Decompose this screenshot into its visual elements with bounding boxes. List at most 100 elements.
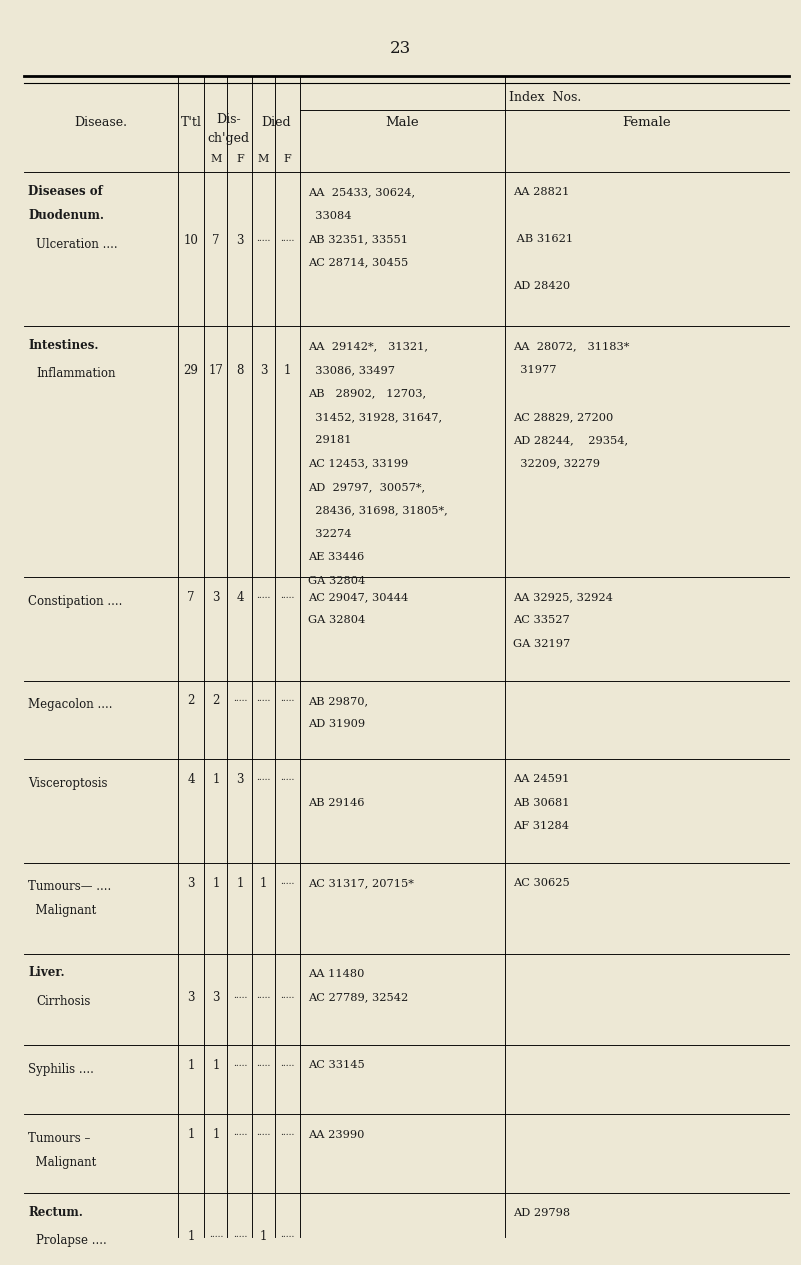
Text: Constipation ....: Constipation ....: [28, 595, 123, 607]
Text: 33086, 33497: 33086, 33497: [308, 364, 396, 374]
Text: 3: 3: [187, 877, 195, 889]
Text: 3: 3: [260, 364, 268, 377]
Text: AA 24591: AA 24591: [513, 774, 569, 784]
Text: AA 28821: AA 28821: [513, 187, 569, 197]
Text: AA  28072,   31183*: AA 28072, 31183*: [513, 342, 629, 352]
Text: Male: Male: [386, 116, 419, 129]
Text: Megacolon ....: Megacolon ....: [28, 698, 112, 711]
Text: AC 29047, 30444: AC 29047, 30444: [308, 592, 409, 602]
Text: AC 28829, 27200: AC 28829, 27200: [513, 412, 613, 421]
Text: AE 33446: AE 33446: [308, 552, 364, 562]
Text: Visceroptosis: Visceroptosis: [28, 777, 107, 789]
Text: T'tl: T'tl: [180, 116, 202, 129]
Text: 33084: 33084: [308, 210, 352, 220]
Text: ch'ged: ch'ged: [207, 132, 249, 144]
Text: .....: .....: [280, 1230, 295, 1240]
Text: AD  29797,  30057*,: AD 29797, 30057*,: [308, 482, 425, 492]
Text: 2: 2: [212, 694, 219, 707]
Text: Cirrhosis: Cirrhosis: [36, 994, 91, 1008]
Text: 32274: 32274: [308, 529, 352, 539]
Text: Ulceration ....: Ulceration ....: [36, 238, 118, 250]
Text: GA 32804: GA 32804: [308, 615, 365, 625]
Text: .....: .....: [209, 1230, 223, 1240]
Text: Diseases of: Diseases of: [28, 185, 103, 197]
Text: 1: 1: [236, 877, 244, 889]
Text: 3: 3: [187, 992, 195, 1004]
Text: AC 33527: AC 33527: [513, 615, 570, 625]
Text: M: M: [210, 154, 222, 164]
Text: Tumours –: Tumours –: [28, 1132, 91, 1145]
Text: 1: 1: [187, 1128, 195, 1141]
Text: AB 30681: AB 30681: [513, 798, 570, 807]
Text: .....: .....: [233, 992, 247, 1001]
Text: .....: .....: [233, 694, 247, 703]
Text: AA 32925, 32924: AA 32925, 32924: [513, 592, 613, 602]
Text: .....: .....: [280, 877, 295, 886]
Text: .....: .....: [280, 1059, 295, 1068]
Text: F: F: [236, 154, 244, 164]
Text: 8: 8: [236, 364, 244, 377]
Text: AB 31621: AB 31621: [513, 234, 573, 244]
Text: AD 28244,    29354,: AD 28244, 29354,: [513, 435, 628, 445]
Text: .....: .....: [280, 773, 295, 782]
Text: AF 31284: AF 31284: [513, 821, 569, 831]
Text: 4: 4: [187, 773, 195, 786]
Text: AC 27789, 32542: AC 27789, 32542: [308, 992, 409, 1002]
Text: Female: Female: [622, 116, 671, 129]
Text: 1: 1: [212, 773, 219, 786]
Text: 7: 7: [187, 591, 195, 603]
Text: 31452, 31928, 31647,: 31452, 31928, 31647,: [308, 412, 442, 421]
Text: Index  Nos.: Index Nos.: [509, 91, 581, 104]
Text: Intestines.: Intestines.: [28, 339, 99, 352]
Text: .....: .....: [280, 591, 295, 600]
Text: AD 28420: AD 28420: [513, 281, 570, 291]
Text: 28436, 31698, 31805*,: 28436, 31698, 31805*,: [308, 505, 448, 515]
Text: .....: .....: [233, 1128, 247, 1137]
Text: 17: 17: [208, 364, 223, 377]
Text: Tumours— ....: Tumours— ....: [28, 880, 111, 893]
Text: .....: .....: [280, 694, 295, 703]
Text: AC 31317, 20715*: AC 31317, 20715*: [308, 878, 414, 888]
Text: 1: 1: [187, 1230, 195, 1243]
Text: AA 11480: AA 11480: [308, 969, 364, 979]
Text: Syphilis ....: Syphilis ....: [28, 1063, 94, 1075]
Text: .....: .....: [256, 234, 271, 243]
Text: AA  29142*,   31321,: AA 29142*, 31321,: [308, 342, 429, 352]
Text: Died: Died: [262, 116, 291, 129]
Text: Prolapse ....: Prolapse ....: [36, 1235, 107, 1247]
Text: Inflammation: Inflammation: [36, 367, 115, 381]
Text: AC 33145: AC 33145: [308, 1060, 365, 1070]
Text: .....: .....: [233, 1230, 247, 1240]
Text: 29: 29: [183, 364, 199, 377]
Text: AD 29798: AD 29798: [513, 1208, 570, 1218]
Text: Liver.: Liver.: [28, 966, 65, 979]
Text: AB 29870,: AB 29870,: [308, 696, 368, 706]
Text: Malignant: Malignant: [28, 903, 96, 917]
Text: 1: 1: [284, 364, 292, 377]
Text: AC 30625: AC 30625: [513, 878, 570, 888]
Text: Duodenum.: Duodenum.: [28, 210, 104, 223]
Text: 3: 3: [212, 992, 219, 1004]
Text: .....: .....: [256, 694, 271, 703]
Text: .....: .....: [256, 992, 271, 1001]
Text: .....: .....: [280, 992, 295, 1001]
Text: F: F: [284, 154, 292, 164]
Text: GA 32197: GA 32197: [513, 639, 570, 649]
Text: 1: 1: [212, 877, 219, 889]
Text: 32209, 32279: 32209, 32279: [513, 459, 600, 468]
Text: AA 23990: AA 23990: [308, 1130, 364, 1140]
Text: 3: 3: [212, 591, 219, 603]
Text: 23: 23: [390, 40, 411, 57]
Text: .....: .....: [280, 234, 295, 243]
Text: Malignant: Malignant: [28, 1156, 96, 1169]
Text: 4: 4: [236, 591, 244, 603]
Text: Disease.: Disease.: [74, 116, 127, 129]
Text: 3: 3: [236, 773, 244, 786]
Text: 2: 2: [187, 694, 195, 707]
Text: 1: 1: [212, 1128, 219, 1141]
Text: 1: 1: [260, 1230, 268, 1243]
Text: .....: .....: [280, 1128, 295, 1137]
Text: Rectum.: Rectum.: [28, 1206, 83, 1218]
Text: M: M: [258, 154, 269, 164]
Text: 1: 1: [187, 1059, 195, 1071]
